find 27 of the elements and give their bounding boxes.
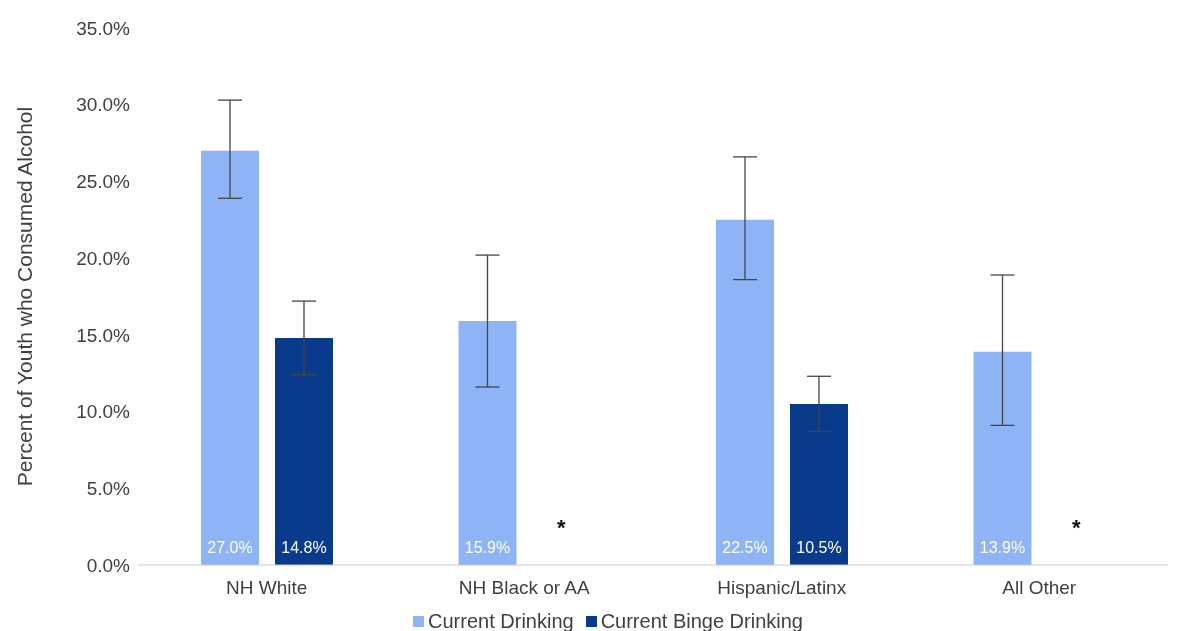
y-tick-label: 35.0% [76,17,131,39]
data-label: 14.8% [281,539,327,556]
data-label: 13.9% [979,539,1026,556]
bar [716,219,774,565]
y-axis-title: Percent of Youth who Consumed Alcohol [13,106,37,487]
y-tick-label: 25.0% [76,171,131,193]
data-label: 15.9% [464,539,511,556]
annotation: * [1071,515,1081,541]
data-label: 22.5% [722,539,768,556]
y-tick-label: 20.0% [76,247,131,269]
y-tick-label: 0.0% [86,554,131,576]
x-tick-label: NH White [226,577,308,599]
y-tick-label: 10.0% [76,401,131,423]
x-tick-label: All Other [1002,577,1077,599]
x-tick-label: NH Black or AA [458,577,591,599]
bar [973,351,1032,565]
x-tick-label: Hispanic/Latinx [717,577,847,599]
bar [201,150,259,565]
y-tick-label: 30.0% [76,94,131,116]
data-label: 27.0% [207,539,253,556]
bar [790,403,848,565]
bar [275,337,333,565]
y-tick-label: 15.0% [76,324,131,346]
y-tick-label: 5.0% [86,478,131,500]
annotation: * [556,515,566,541]
bar [458,321,517,565]
data-label: 10.5% [796,539,842,556]
